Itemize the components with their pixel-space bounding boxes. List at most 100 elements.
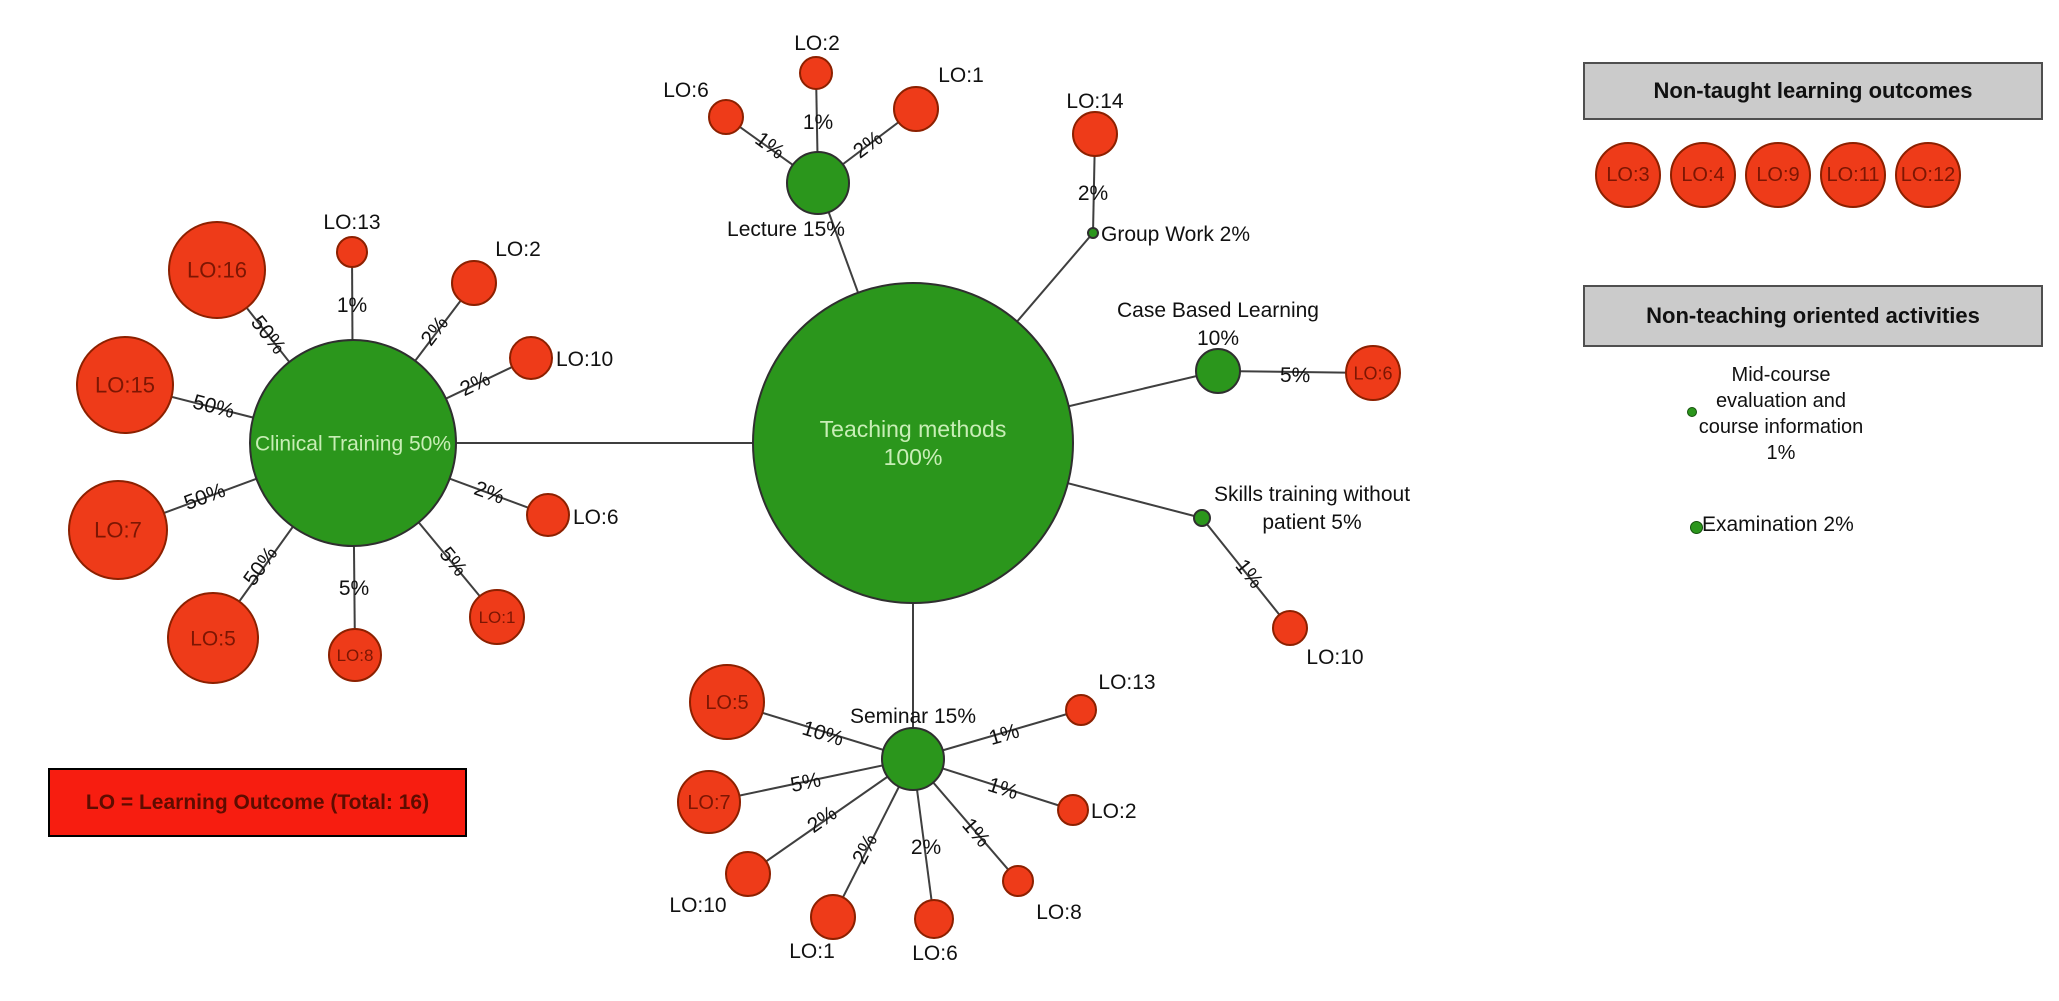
node-m7 xyxy=(677,770,741,834)
node-m6 xyxy=(914,899,954,939)
node-label-m10: LO:10 xyxy=(669,894,726,917)
edge-seminar-m10 xyxy=(747,758,914,875)
node-c8 xyxy=(328,628,382,682)
node-c15 xyxy=(76,336,174,434)
edge-label-seminar-m7: 5% xyxy=(788,768,822,797)
examination-dot-icon xyxy=(1690,521,1703,534)
node-lecture xyxy=(786,151,850,215)
midcourse-line-3: course information xyxy=(1698,416,1864,438)
edge-label-seminar-m13: 1% xyxy=(986,719,1022,750)
node-c10 xyxy=(509,336,553,380)
node-label-teaching: Teaching methods xyxy=(820,416,1007,442)
edge-label-seminar-m2: 1% xyxy=(985,773,1021,804)
node-label-m1: LO:1 xyxy=(789,940,835,963)
node-label-m13: LO:13 xyxy=(1098,671,1155,694)
node-c2 xyxy=(451,260,497,306)
lo-total-note: LO = Learning Outcome (Total: 16) xyxy=(48,768,467,837)
node-label-groupwork: Group Work 2% xyxy=(1101,223,1250,246)
node-label-cb6: LO:6 xyxy=(1353,363,1392,383)
node-label-skills: patient 5% xyxy=(1262,511,1361,534)
legend-header-non-taught: Non-taught learning outcomes xyxy=(1583,62,2043,120)
node-groupwork xyxy=(1087,227,1099,239)
node-label-skills: Skills training without xyxy=(1214,483,1410,506)
midcourse-line-1: Mid-course xyxy=(1731,364,1831,386)
node-label-c2: LO:2 xyxy=(495,238,541,261)
node-m8 xyxy=(1002,865,1034,897)
node-label-l1: LO:1 xyxy=(938,64,984,87)
node-label-c7: LO:7 xyxy=(94,518,142,543)
node-label-m8: LO:8 xyxy=(1036,901,1082,924)
legend-activities-title: Non-teaching oriented activities xyxy=(1646,303,1980,328)
node-label-c16: LO:16 xyxy=(187,258,247,283)
node-label-s10: LO:10 xyxy=(1306,646,1363,669)
node-label-c6: LO:6 xyxy=(573,506,619,529)
edge-label-lecture-l1: 2% xyxy=(849,126,887,163)
node-skills xyxy=(1193,509,1211,527)
mid-course-dot-icon xyxy=(1687,407,1697,417)
non-taught-lo-row: LO:3 LO:4 LO:9 LO:11 LO:12 xyxy=(1595,142,1961,208)
node-label-c8: LO:8 xyxy=(337,646,374,665)
edge-label-clinical-c7: 50% xyxy=(181,479,228,515)
node-m2 xyxy=(1057,794,1089,826)
node-label-teaching: 100% xyxy=(884,444,943,470)
legend-lo-circle: LO:9 xyxy=(1745,142,1811,208)
midcourse-line-4: 1% xyxy=(1766,442,1796,464)
node-c6 xyxy=(526,493,570,537)
edge-label-clinical-c13: 1% xyxy=(337,294,367,317)
edge-skills-s10 xyxy=(1201,517,1291,629)
node-label-lecture: Lecture 15% xyxy=(727,218,845,241)
node-label-l2: LO:2 xyxy=(794,32,840,55)
node-l1 xyxy=(893,86,939,132)
node-label-c1: LO:1 xyxy=(479,608,516,627)
activity-midcourse: Mid-course evaluation and course informa… xyxy=(1696,362,1866,466)
node-c13 xyxy=(336,236,368,268)
node-c7 xyxy=(68,480,168,580)
edge-label-lecture-l2: 1% xyxy=(803,111,833,134)
edge-label-groupwork-g14: 2% xyxy=(1078,182,1108,205)
node-c16 xyxy=(168,221,266,319)
node-casebased xyxy=(1195,348,1241,394)
node-m5 xyxy=(689,664,765,740)
node-label-clinical: Clinical Training 50% xyxy=(255,432,451,455)
edge-label-clinical-c16: 50% xyxy=(246,311,290,358)
node-cb6 xyxy=(1345,345,1401,401)
legend-header-activities: Non-teaching oriented activities xyxy=(1583,285,2043,347)
legend-lo-circle: LO:3 xyxy=(1595,142,1661,208)
node-label-m7: LO:7 xyxy=(687,792,730,814)
node-m10 xyxy=(725,851,771,897)
edge-label-clinical-c6: 2% xyxy=(471,477,507,509)
node-label-c5: LO:5 xyxy=(190,627,236,650)
edge-label-seminar-m6: 2% xyxy=(911,836,941,859)
node-c1 xyxy=(469,589,525,645)
node-g14 xyxy=(1072,111,1118,157)
node-l6 xyxy=(708,99,744,135)
edge-label-clinical-c10: 2% xyxy=(457,367,494,401)
node-label-c10: LO:10 xyxy=(556,348,613,371)
legend-lo-circle: LO:12 xyxy=(1895,142,1961,208)
legend-lo-circle: LO:11 xyxy=(1820,142,1886,208)
node-seminar xyxy=(881,727,945,791)
legend-lo-circle: LO:4 xyxy=(1670,142,1736,208)
edge-label-seminar-m5: 10% xyxy=(799,717,846,751)
node-teaching xyxy=(752,282,1074,604)
edge-label-seminar-m1: 2% xyxy=(848,830,882,867)
node-label-seminar: Seminar 15% xyxy=(850,705,976,728)
node-label-g14: LO:14 xyxy=(1066,90,1124,113)
node-m13 xyxy=(1065,694,1097,726)
midcourse-line-2: evaluation and xyxy=(1715,390,1847,412)
node-label-casebased: 10% xyxy=(1197,327,1239,350)
node-c5 xyxy=(167,592,259,684)
node-label-m6: LO:6 xyxy=(912,942,958,965)
node-label-m5: LO:5 xyxy=(705,692,748,714)
edge-seminar-m7 xyxy=(708,758,914,803)
legend-non-taught-title: Non-taught learning outcomes xyxy=(1653,78,1973,103)
node-l2 xyxy=(799,56,833,90)
node-s10 xyxy=(1272,610,1308,646)
node-label-c15: LO:15 xyxy=(95,373,155,398)
node-label-l6: LO:6 xyxy=(663,79,709,102)
node-label-m2: LO:2 xyxy=(1091,800,1137,823)
node-clinical xyxy=(249,339,457,547)
node-m1 xyxy=(810,894,856,940)
